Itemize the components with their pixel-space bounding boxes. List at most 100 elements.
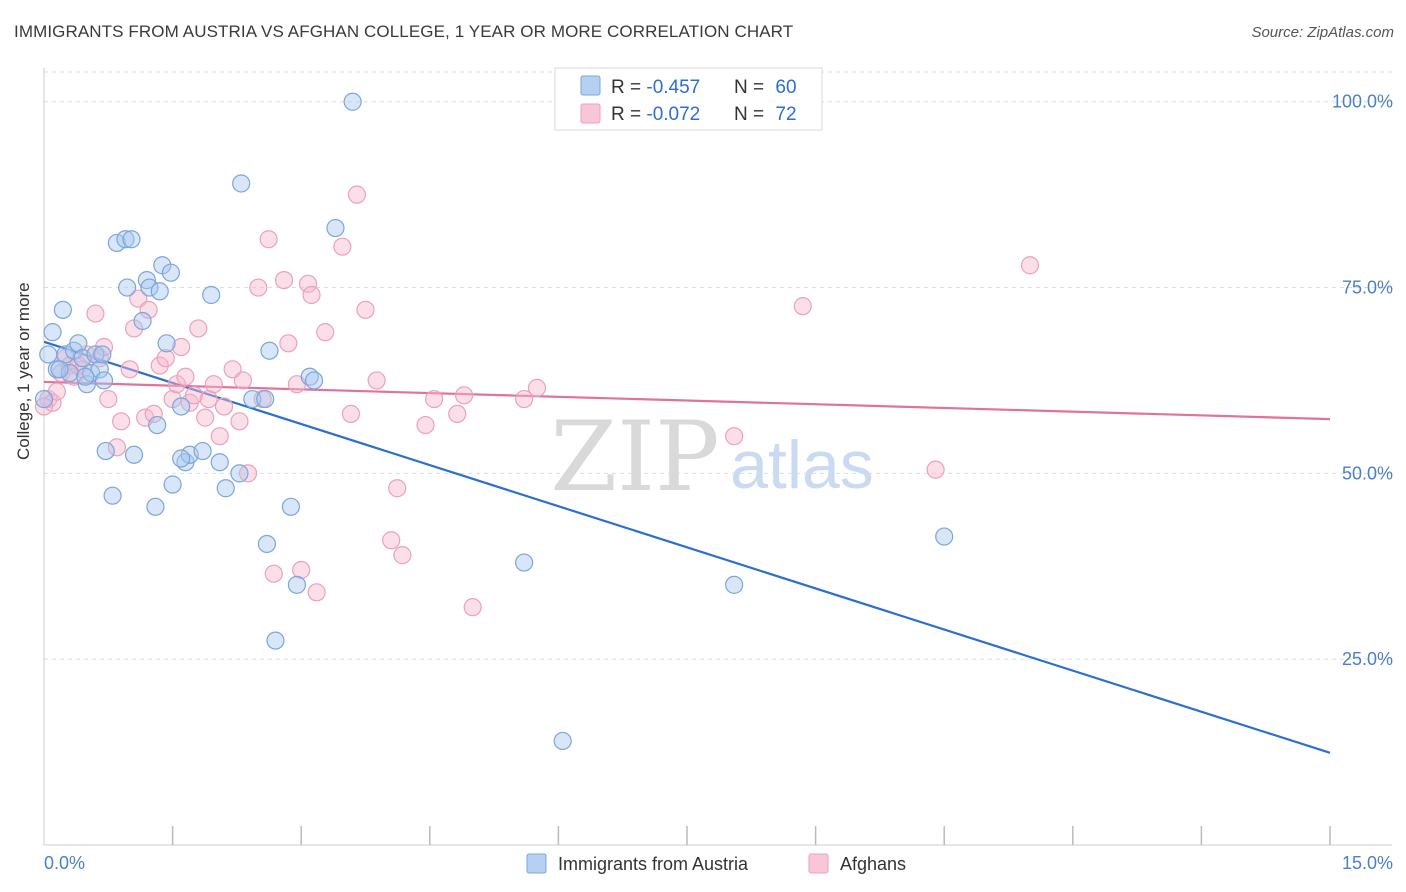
svg-text:N = 72: N = 72 [734,104,797,125]
y-tick-label: 100.0% [1332,92,1393,112]
austria-point [34,389,54,409]
afghan-point [333,237,352,256]
legend-r-label-1: R = [611,77,646,98]
source-credit: Source: ZipAtlas.com [1251,24,1394,41]
afghan-point [515,389,534,409]
afghan-point [176,367,195,386]
afghan-point [367,371,386,390]
austria-point [515,553,534,572]
austria-point [93,345,112,364]
austria-point [50,360,69,379]
afghan-point [341,404,361,424]
afghan-point [144,404,163,424]
y-tick-label: 25.0% [1342,649,1393,669]
austria-point [725,575,744,594]
afghan-point [356,300,375,319]
austria-point [118,278,137,297]
austria-point [53,300,72,319]
afghan-point [184,386,204,405]
legend-bottom-swatch-afghans[interactable] [808,853,829,874]
austria-point [146,497,165,516]
legend-r-value-2: -0.072 [646,104,700,125]
afghan-point [926,460,945,479]
afghan-point [223,360,242,379]
afghan-point [292,560,311,580]
afghan-point [34,397,54,416]
tick-labels: 25.0% 50.0% 75.0% 100.0% 0.0% 15.0% [44,92,1393,873]
chart-title: IMMIGRANTS FROM AUSTRIA VS AFGHAN COLLEG… [14,22,794,41]
austria-point [157,334,176,353]
y-tick-label: 50.0% [1342,463,1393,483]
x-tick-label: 0.0% [44,853,85,873]
austria-point [163,475,182,494]
legend-r-value-1: -0.457 [646,77,700,98]
svg-text:R = -0.457: R = -0.457 [611,77,700,98]
svg-text:N = 60: N = 60 [734,77,797,98]
afghan-trend-line [43,380,1331,421]
legend-r-label-2: R = [611,104,646,125]
austria-point [243,389,262,409]
austria-point [76,367,95,386]
austria-point [150,282,169,301]
austria-point [553,731,572,751]
austria-point [133,311,152,331]
afghan-point [86,304,105,323]
austria-point [96,441,115,461]
austria-point [39,345,58,364]
svg-text:R = -0.072: R = -0.072 [611,104,700,125]
afghan-point [274,271,294,290]
afghan-point [259,230,278,249]
axes [43,68,1392,846]
afghan-point [189,319,208,338]
legend-bottom-swatch-austria[interactable] [526,853,547,874]
legend-bottom-label-afghans[interactable]: Afghans [840,854,906,874]
austria-point [43,323,62,342]
austria-point [94,371,114,390]
austria-point [266,631,285,650]
afghan-point [249,278,268,297]
legend-bottom-label-austria[interactable]: Immigrants from Austria [558,854,749,874]
afghan-point [210,427,229,446]
watermark-zip: ZIP [550,401,719,513]
afghan-point [139,300,158,319]
austria-point [287,575,307,594]
austria-point [343,92,362,111]
x-tick-label: 15.0% [1342,853,1393,873]
austria-point [137,271,156,290]
legend-n-label-1: N = [734,77,769,98]
austria-point [116,230,135,249]
afghan-point [298,274,318,293]
afghan-point [393,546,412,565]
afghan-point [448,404,467,424]
legend-n-value-2: 72 [775,104,796,125]
series-legend: Immigrants from Austria Afghans [526,853,906,874]
legend-swatch-pink [580,103,601,124]
afghan-point [382,531,401,550]
austria-point [257,534,277,554]
afghan-point [150,356,169,375]
austria-point [172,449,191,468]
austria-point [122,230,141,249]
afghan-point [129,289,148,308]
afghan-point [454,386,474,405]
afghan-point [196,408,215,427]
austria-point [202,285,221,305]
austria-point [77,375,96,394]
afghan-point [230,412,249,431]
austria-point [103,486,122,505]
y-tick-label: 75.0% [1342,278,1393,298]
afghan-point [302,285,321,305]
afghan-point [416,415,435,435]
legend-swatch-blue [580,75,601,96]
afghan-point [112,412,131,431]
afghan-point [463,598,482,617]
afghan-point [204,375,223,394]
afghan-point [793,297,812,316]
afghan-point [99,389,118,409]
afghan-point [1020,256,1040,275]
austria-point [304,371,324,390]
afghan-point [214,397,234,416]
austria-point [193,441,212,461]
stats-legend: R = -0.457 N = 60 R = -0.072 N = 72 [554,67,823,131]
austria-point [256,389,275,409]
